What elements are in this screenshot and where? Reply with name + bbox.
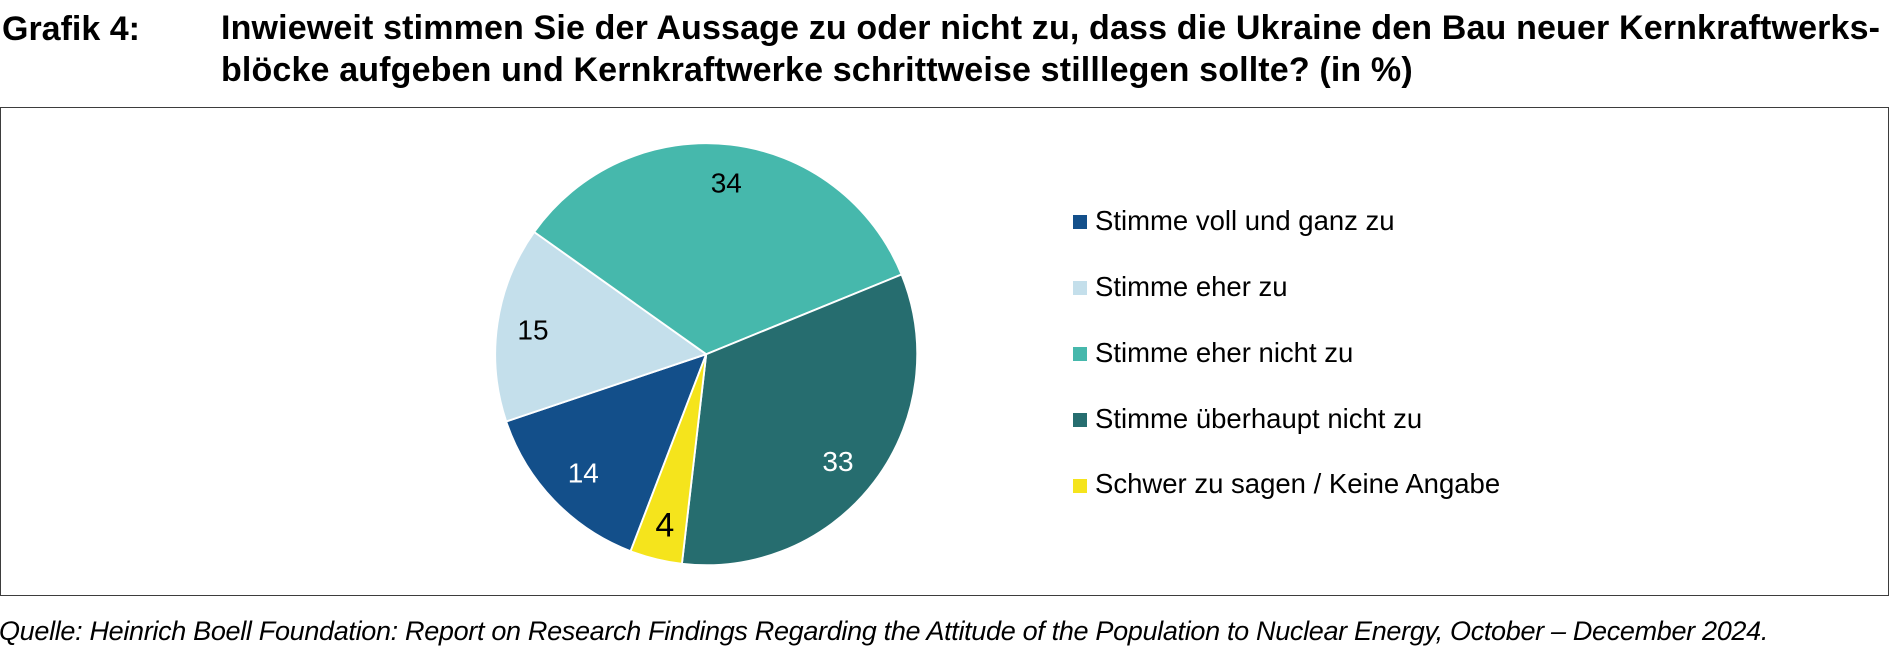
svg-text:4: 4 bbox=[655, 506, 674, 544]
svg-text:33: 33 bbox=[822, 446, 853, 477]
svg-text:34: 34 bbox=[711, 167, 742, 198]
svg-text:14: 14 bbox=[568, 458, 599, 489]
svg-text:15: 15 bbox=[517, 314, 548, 345]
